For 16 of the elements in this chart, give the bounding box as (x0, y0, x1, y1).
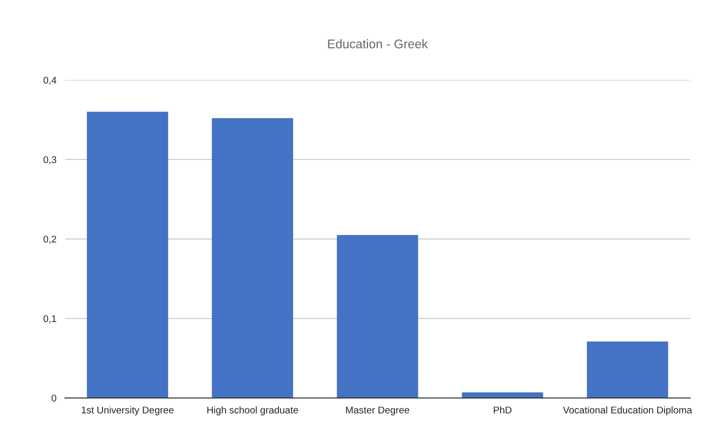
x-tick-label: High school graduate (207, 406, 298, 416)
bar (586, 342, 668, 398)
y-tick-label: 0,3 (44, 156, 56, 164)
y-tick-label: 0 (52, 394, 56, 402)
chart-title: Education - Greek (328, 39, 428, 48)
x-tick-label: 1st University Degree (82, 406, 174, 416)
y-tick-label: 0,4 (44, 76, 56, 85)
x-tick-label: Master Degree (346, 406, 410, 416)
bar (212, 118, 294, 398)
y-tick-label: 0,2 (44, 236, 56, 244)
x-tick-label: PhD (494, 406, 512, 414)
y-tick-label: 0,1 (44, 315, 56, 324)
x-tick-label: Vocational Education Diploma (562, 406, 692, 416)
bar (86, 112, 168, 398)
bar (336, 235, 418, 398)
bar (462, 392, 544, 398)
